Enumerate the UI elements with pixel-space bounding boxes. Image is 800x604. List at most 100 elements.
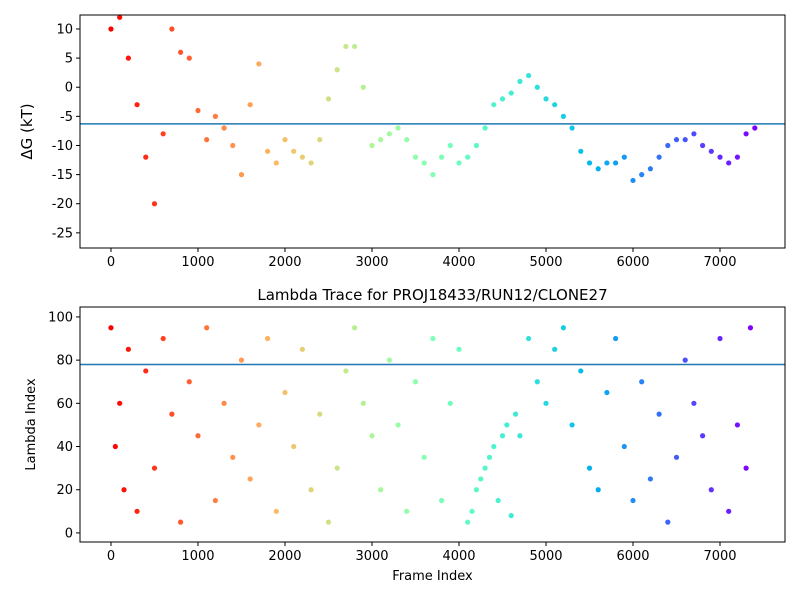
x-tick-label: 3000 — [355, 255, 388, 270]
point — [299, 346, 305, 352]
point — [586, 465, 593, 471]
point — [447, 400, 453, 406]
point — [412, 379, 419, 385]
point — [578, 368, 584, 374]
point — [747, 325, 754, 331]
point — [478, 476, 484, 482]
point — [647, 476, 654, 482]
point — [204, 137, 210, 143]
point — [552, 346, 558, 352]
point — [308, 160, 314, 166]
point — [247, 476, 253, 482]
point — [334, 465, 340, 471]
point — [691, 131, 697, 137]
x-tick-label: 1000 — [181, 549, 214, 564]
point — [221, 400, 227, 406]
point — [204, 325, 210, 331]
point — [708, 487, 714, 493]
point — [700, 433, 706, 439]
y-tick-label: 0 — [65, 81, 73, 96]
y-tick-label: 10 — [56, 22, 73, 37]
point — [438, 497, 445, 504]
point — [195, 107, 201, 114]
point — [169, 26, 175, 32]
point — [734, 154, 741, 160]
point — [117, 14, 123, 20]
point — [621, 443, 627, 450]
point — [369, 433, 375, 439]
point — [525, 335, 532, 342]
point — [543, 400, 549, 406]
point — [517, 78, 523, 85]
point — [282, 389, 288, 396]
point — [534, 379, 540, 385]
point — [195, 433, 201, 439]
point — [264, 335, 271, 342]
point — [317, 137, 323, 143]
point — [325, 519, 332, 525]
point — [469, 508, 475, 514]
point — [273, 160, 279, 166]
point — [160, 335, 166, 342]
point — [682, 357, 688, 363]
point — [334, 67, 340, 73]
chart-title: Lambda Trace for PROJ18433/RUN12/CLONE27 — [257, 286, 607, 304]
point — [595, 166, 601, 172]
point — [534, 84, 540, 90]
y-tick-label: 100 — [48, 310, 73, 325]
point — [369, 142, 375, 149]
point — [360, 400, 366, 406]
point — [421, 454, 427, 460]
x-tick-label: 6000 — [616, 255, 649, 270]
point — [186, 379, 192, 385]
point — [143, 154, 149, 160]
point — [230, 454, 236, 460]
point — [343, 43, 349, 50]
point — [495, 497, 501, 504]
point — [351, 43, 358, 50]
point — [143, 368, 149, 374]
point — [395, 125, 401, 131]
point — [682, 137, 688, 143]
point — [613, 160, 619, 166]
point — [317, 411, 323, 417]
point — [552, 102, 558, 108]
point — [151, 465, 158, 471]
point — [456, 346, 462, 352]
point — [708, 148, 714, 154]
point — [717, 154, 723, 160]
x-tick-label: 3000 — [355, 549, 388, 564]
point — [508, 513, 514, 519]
point — [273, 508, 279, 514]
point — [499, 433, 506, 439]
x-tick-label: 0 — [107, 255, 115, 270]
point — [351, 325, 358, 331]
y-axis-label: ΔG (kT) — [18, 103, 36, 159]
y-tick-label: 0 — [65, 526, 73, 541]
point — [125, 346, 131, 352]
point — [639, 172, 645, 178]
point — [230, 142, 236, 149]
point — [508, 90, 514, 96]
point — [291, 443, 297, 450]
point — [717, 335, 723, 342]
point — [743, 131, 749, 137]
point — [473, 487, 479, 493]
point — [482, 465, 488, 471]
point — [404, 508, 410, 514]
point — [386, 131, 392, 137]
point — [256, 422, 262, 428]
x-axis-label: Frame Index — [392, 569, 473, 584]
point — [430, 335, 436, 342]
point — [491, 102, 497, 108]
point — [752, 125, 758, 131]
y-tick-label: -15 — [52, 168, 73, 183]
point — [378, 137, 384, 143]
point — [151, 201, 158, 207]
point — [108, 325, 114, 331]
point — [560, 113, 566, 119]
point — [604, 160, 610, 166]
point — [656, 411, 662, 417]
x-tick-label: 4000 — [442, 549, 475, 564]
